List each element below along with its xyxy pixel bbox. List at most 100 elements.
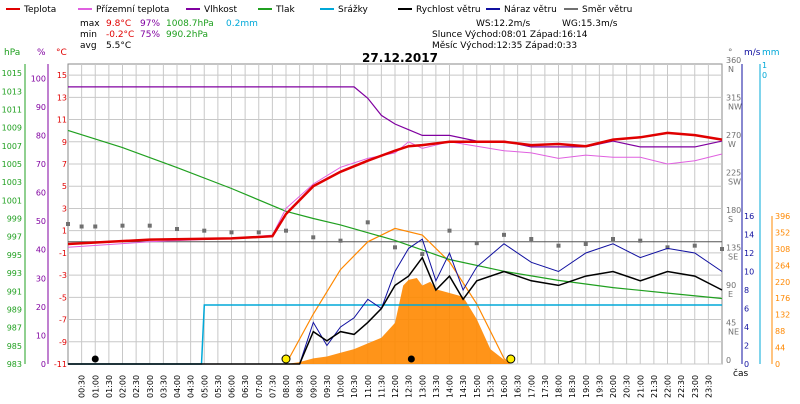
legend-swatch-vlhkost	[186, 8, 200, 10]
y-tick-dir: S	[728, 215, 733, 224]
legend-label-srazky: Srážky	[338, 5, 369, 15]
x-tick-label: 15:00	[473, 375, 482, 398]
y-tick-hpa: 1009	[2, 124, 22, 133]
series-wind-direction-point	[583, 242, 588, 246]
series-wind-speed	[68, 256, 723, 365]
legend-label-smer-vetru: Směr větru	[582, 5, 632, 15]
y-tick-hpa: 991	[7, 287, 22, 296]
series-temperature	[67, 131, 723, 246]
x-tick-label: 14:00	[446, 375, 455, 398]
y-tick-deg: 225	[726, 169, 741, 178]
series-wind-gust	[68, 238, 723, 365]
stats-min-label: min	[80, 30, 97, 40]
y-tick-pct: 80	[36, 131, 46, 140]
y-tick-rad: 396	[775, 212, 790, 221]
y-tick-c: -11	[54, 360, 67, 369]
x-tick-label: 21:00	[636, 375, 645, 398]
y-tick-hpa: 985	[7, 342, 22, 351]
y-tick-c: 1	[62, 227, 67, 236]
x-tick-label: 08:30	[296, 375, 305, 398]
x-tick-label: 14:30	[459, 375, 468, 398]
series-wind-direction-point	[556, 243, 561, 248]
y-tick-rad: 308	[775, 245, 790, 254]
y-tick-ms: 4	[744, 323, 749, 332]
axis-title-pct: %	[37, 48, 46, 58]
y-tick-rad: 176	[775, 294, 790, 303]
y-tick-dir: SW	[728, 178, 741, 187]
y-tick-pct: 10	[36, 331, 46, 340]
y-tick-rad: 132	[775, 311, 790, 320]
stats-max-rain: 0.2mm	[226, 19, 258, 29]
y-tick-c: 15	[57, 71, 67, 80]
x-tick-label: 08:00	[282, 375, 291, 398]
series-wind-direction-point	[202, 228, 207, 233]
y-tick-hpa: 1013	[2, 87, 22, 96]
stats-max-press: 1008.7hPa	[166, 19, 214, 29]
x-tick-label: 20:00	[609, 375, 618, 398]
legend-label-rychlost-vetru: Rychlost větru	[416, 5, 481, 15]
x-tick-label: 10:30	[350, 375, 359, 398]
stats-block: max 9.8°C 97% 1008.7hPa 0.2mm min -0.2°C…	[80, 19, 258, 51]
x-tick-label: 05:30	[214, 375, 223, 398]
axis-titles: hPa % °C ° m/s mm čas	[4, 48, 780, 379]
y-tick-hpa: 1015	[2, 69, 22, 78]
x-tick-label: 13:00	[418, 375, 427, 398]
y-tick-ms: 10	[744, 268, 754, 277]
axis-title-deg: °	[728, 48, 733, 58]
y-tick-c: 3	[62, 204, 67, 213]
x-tick-label: 06:30	[241, 375, 250, 398]
series-wind-direction-point	[284, 228, 288, 233]
y-tick-deg: 45	[726, 319, 736, 328]
x-tick-label: 10:00	[337, 375, 346, 398]
legend: Teplota Přízemní teplota Vlhkost Tlak Sr…	[6, 5, 632, 15]
x-tick-label: 16:00	[500, 375, 509, 398]
x-tick-label: 15:30	[486, 375, 495, 398]
legend-swatch-tlak	[258, 8, 272, 10]
y-tick-deg: 180	[726, 206, 741, 215]
y-tick-dir: N	[728, 65, 734, 74]
y-tick-hpa: 1005	[2, 160, 22, 169]
y-tick-hpa: 1003	[2, 178, 22, 187]
x-tick-label: 11:00	[364, 375, 373, 398]
x-tick-label: 06:00	[228, 375, 237, 398]
legend-swatch-prizemni-teplota	[78, 8, 92, 10]
sunrise-icon	[281, 354, 291, 364]
y-tick-c: 9	[62, 138, 67, 147]
y-tick-rad: 0	[775, 360, 780, 369]
series-wind-direction-point	[66, 222, 70, 226]
moon-icon	[91, 355, 99, 363]
legend-swatch-naraz-vetru	[486, 8, 500, 10]
x-tick-label: 22:00	[664, 375, 673, 398]
y-tick-pct: 30	[36, 274, 46, 283]
x-tick-label: 20:30	[623, 375, 632, 398]
x-tick-label: 17:00	[527, 375, 536, 398]
sun-times: Slunce Východ:08:01 Západ:16:14	[432, 30, 588, 40]
series-wind-direction-point	[692, 243, 697, 248]
y-tick-dir: E	[728, 290, 733, 299]
series-wind-direction-point	[474, 241, 479, 246]
stats-max-hum: 97%	[140, 19, 160, 29]
y-tick-c: 7	[62, 160, 67, 169]
y-tick-ms: 2	[744, 342, 749, 351]
y-tick-hpa: 1007	[2, 142, 22, 151]
x-tick-label: 17:30	[541, 375, 550, 398]
series-wind-direction-point	[79, 224, 84, 229]
moonrise-icon	[407, 355, 415, 363]
series-wind-direction-point	[638, 238, 643, 243]
x-tick-label: 12:00	[391, 375, 400, 398]
stats-min-temp: -0.2°C	[106, 30, 134, 40]
y-tick-mm-top: 0	[762, 71, 767, 80]
y-tick-c: 5	[62, 182, 67, 191]
y-tick-pct: 60	[36, 189, 46, 198]
series-wind-direction-point	[393, 245, 397, 250]
x-tick-label: 23:30	[704, 375, 713, 398]
series-sun-arc	[285, 227, 510, 365]
y-tick-c: -9	[59, 338, 67, 347]
y-tick-ms: 12	[744, 249, 754, 258]
x-tick-label: 11:30	[377, 375, 386, 398]
x-tick-label: 13:30	[432, 375, 441, 398]
y-tick-hpa: 997	[7, 233, 22, 242]
legend-label-teplota: Teplota	[23, 5, 56, 15]
y-tick-ms: 6	[744, 305, 749, 314]
axis-title-time: čas	[733, 368, 748, 379]
